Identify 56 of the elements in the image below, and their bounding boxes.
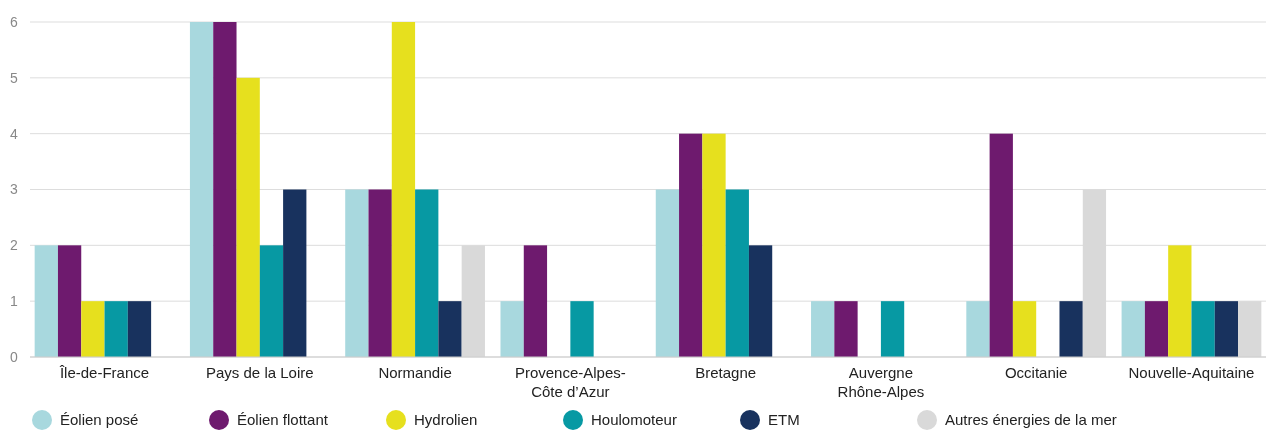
bar <box>966 301 990 357</box>
bar <box>702 133 726 357</box>
y-tick-label: 0 <box>10 348 19 365</box>
bar <box>811 301 835 357</box>
bar <box>391 22 416 357</box>
bar <box>570 301 594 357</box>
bar <box>189 22 214 357</box>
bar <box>1121 301 1145 357</box>
bar <box>655 189 680 357</box>
bar <box>880 301 905 357</box>
bar <box>415 189 439 357</box>
bar <box>1191 301 1215 357</box>
y-tick-label: 1 <box>10 293 19 310</box>
bar <box>679 133 703 357</box>
x-tick-label: Bretagne <box>695 364 757 381</box>
bar <box>283 189 307 357</box>
bar <box>989 133 1013 357</box>
legend-label: Hydrolien <box>414 411 478 429</box>
bar <box>748 245 773 357</box>
bar <box>1012 301 1037 357</box>
y-tick-label: 4 <box>10 125 19 142</box>
y-tick-label: 2 <box>10 237 19 254</box>
bar <box>81 301 105 357</box>
legend-label: Éolien flottant <box>237 411 329 429</box>
y-tick-label: 5 <box>10 69 19 86</box>
x-tick-label: Occitanie <box>1004 364 1068 381</box>
bar <box>1214 301 1239 357</box>
bar <box>368 189 392 357</box>
bar <box>345 189 369 357</box>
bar <box>523 245 548 357</box>
bar <box>1059 301 1083 357</box>
bar <box>834 301 858 357</box>
bar <box>500 301 524 357</box>
legend-label: ETM <box>768 411 800 429</box>
x-tick-label: Île-de-France <box>58 364 150 381</box>
bar <box>34 245 58 357</box>
bar <box>259 245 284 357</box>
bar <box>213 22 237 357</box>
bar <box>1144 301 1169 357</box>
y-tick-label: 3 <box>10 181 19 198</box>
bar <box>725 189 749 357</box>
legend-label: Houlomoteur <box>591 411 677 429</box>
bar <box>104 301 128 357</box>
legend-label: Autres énergies de la mer <box>945 411 1117 429</box>
bar <box>236 77 260 357</box>
bar <box>438 301 462 357</box>
bar <box>127 301 152 357</box>
bar <box>1168 245 1192 357</box>
y-tick-label: 6 <box>10 13 19 30</box>
x-tick-label: Provence-Alpes- Côte d’Azur <box>514 364 626 400</box>
legend-label: Éolien posé <box>60 411 139 429</box>
x-tick-label: Pays de la Loire <box>206 364 314 381</box>
x-tick-label: Nouvelle-Aquitaine <box>1128 364 1255 381</box>
x-tick-label: Auvergne Rhône-Alpes <box>837 364 925 400</box>
x-tick-label: Normandie <box>378 364 452 381</box>
bar <box>57 245 82 357</box>
